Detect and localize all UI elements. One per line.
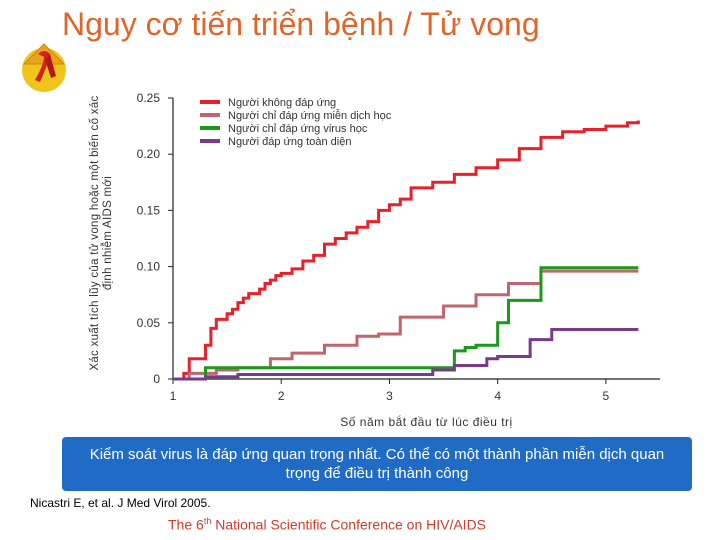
y-tick-label: 0.10 — [137, 260, 161, 274]
citation: Nicastri E, et al. J Med Virol 2005. — [30, 496, 211, 510]
footer-sup: th — [203, 516, 212, 526]
x-tick-label: 5 — [603, 389, 610, 403]
series-line-3 — [173, 266, 639, 381]
y-tick-label: 0.15 — [137, 203, 161, 217]
y-tick-label: 0.05 — [137, 316, 161, 330]
x-tick-label: 3 — [386, 389, 393, 403]
conference-footer: The 6th National Scientific Conference o… — [168, 516, 486, 533]
legend-label-3: Người chỉ đáp ứng virus học — [228, 123, 368, 135]
x-tick-label: 1 — [170, 389, 177, 403]
x-tick-label: 2 — [278, 389, 285, 403]
footer-rest: National Scientific Conference on HIV/AI… — [211, 516, 487, 533]
footer-prefix: The 6 — [168, 516, 204, 533]
y-tick-label: 0 — [153, 372, 160, 386]
legend-label-4: Người đáp ứng toàn diện — [228, 136, 351, 148]
legend-label-2: Người chỉ đáp ứng miễn dịch học — [228, 109, 392, 122]
x-axis-label: Số năm bắt đầu từ lúc điều trị — [340, 414, 512, 429]
series-line-4 — [173, 328, 639, 381]
red-ribbon-conical-hat-icon — [22, 43, 66, 92]
page-title: Nguy cơ tiến triển bệnh / Tử vong — [62, 6, 540, 42]
key-message-banner: Kiểm soát virus là đáp ứng quan trọng nh… — [62, 437, 692, 491]
series-line-2 — [173, 269, 639, 381]
series-line-1 — [173, 120, 640, 381]
y-tick-label: 0.20 — [137, 147, 161, 161]
x-tick-label: 4 — [494, 389, 501, 403]
banner-text: Kiểm soát virus là đáp ứng quan trọng nh… — [89, 446, 665, 482]
y-tick-label: 0.25 — [137, 91, 161, 105]
legend-label-1: Người không đáp ứng — [228, 97, 336, 109]
